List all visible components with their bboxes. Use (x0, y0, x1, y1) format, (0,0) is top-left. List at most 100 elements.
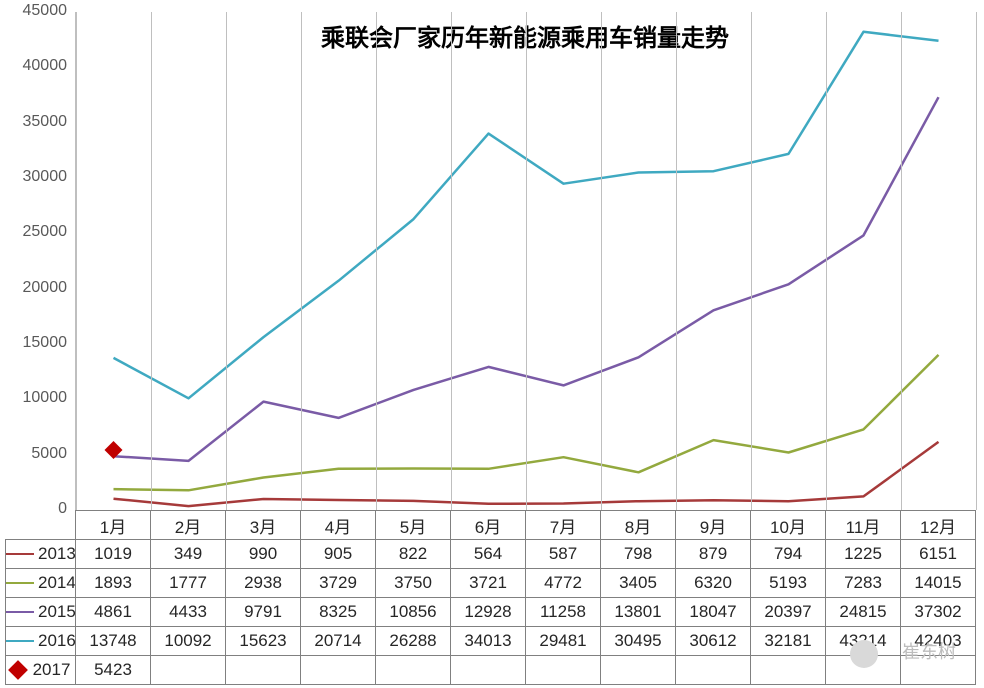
data-cell: 9791 (226, 598, 301, 627)
x-category-cell: 5月 (376, 511, 451, 540)
table-row: 2014189317772938372937503721477234056320… (6, 569, 976, 598)
y-tick-label: 5000 (0, 445, 67, 463)
data-cell: 15623 (226, 627, 301, 656)
data-cell: 794 (751, 540, 826, 569)
data-cell: 564 (451, 540, 526, 569)
data-cell: 1019 (76, 540, 151, 569)
data-cell: 879 (676, 540, 751, 569)
gridline-vertical (76, 12, 77, 510)
legend-line-icon (6, 611, 34, 613)
legend-diamond-icon (8, 660, 28, 680)
plot-area (75, 12, 976, 510)
data-cell: 10856 (376, 598, 451, 627)
data-cell: 4772 (526, 569, 601, 598)
data-cell: 3750 (376, 569, 451, 598)
data-cell: 30612 (676, 627, 751, 656)
data-cell: 26288 (376, 627, 451, 656)
data-cell: 12928 (451, 598, 526, 627)
legend-series-label: 2013 (38, 544, 76, 564)
chart-container: { "chart": { "type": "line", "title": "乘… (0, 0, 984, 688)
data-cell (226, 656, 301, 685)
y-tick-label: 40000 (0, 57, 67, 75)
x-category-cell: 7月 (526, 511, 601, 540)
data-cell (301, 656, 376, 685)
data-cell: 13801 (601, 598, 676, 627)
data-cell: 349 (151, 540, 226, 569)
data-cell: 798 (601, 540, 676, 569)
data-cell: 20714 (301, 627, 376, 656)
data-cell: 5193 (751, 569, 826, 598)
legend-cell-2017: 2017 (6, 656, 76, 685)
table-row: 2016137481009215623207142628834013294813… (6, 627, 976, 656)
data-cell: 1225 (826, 540, 901, 569)
table-header-row: 1月2月3月4月5月6月7月8月9月10月11月12月 (6, 511, 976, 540)
legend-series-label: 2016 (38, 631, 76, 651)
y-tick-label: 20000 (0, 279, 67, 297)
x-category-cell: 9月 (676, 511, 751, 540)
x-category-cell: 10月 (751, 511, 826, 540)
data-cell: 3721 (451, 569, 526, 598)
legend-series-label: 2017 (33, 660, 71, 680)
gridline-vertical (151, 12, 152, 510)
gridline-vertical (376, 12, 377, 510)
y-tick-label: 35000 (0, 113, 67, 131)
data-cell (451, 656, 526, 685)
data-cell: 6320 (676, 569, 751, 598)
data-cell: 10092 (151, 627, 226, 656)
gridline-vertical (751, 12, 752, 510)
table-row: 20175423 (6, 656, 976, 685)
data-cell: 1893 (76, 569, 151, 598)
y-tick-label: 30000 (0, 168, 67, 186)
legend-line-icon (6, 582, 34, 584)
legend-series-label: 2015 (38, 602, 76, 622)
data-cell: 4861 (76, 598, 151, 627)
table-row: 2015486144339791832510856129281125813801… (6, 598, 976, 627)
legend-line-icon (6, 640, 34, 642)
y-tick-label: 10000 (0, 389, 67, 407)
data-cell (751, 656, 826, 685)
watermark-avatar (850, 640, 878, 668)
watermark-text: 崔东树 (902, 638, 956, 664)
x-category-cell: 1月 (76, 511, 151, 540)
data-cell: 990 (226, 540, 301, 569)
x-category-cell: 6月 (451, 511, 526, 540)
data-cell: 3729 (301, 569, 376, 598)
y-tick-label: 15000 (0, 334, 67, 352)
data-cell: 11258 (526, 598, 601, 627)
data-cell: 32181 (751, 627, 826, 656)
legend-cell-2015: 2015 (6, 598, 76, 627)
data-cell (601, 656, 676, 685)
data-cell: 587 (526, 540, 601, 569)
gridline-vertical (526, 12, 527, 510)
y-tick-label: 45000 (0, 2, 67, 20)
data-cell: 30495 (601, 627, 676, 656)
x-category-cell: 4月 (301, 511, 376, 540)
x-category-cell: 12月 (901, 511, 976, 540)
data-cell: 5423 (76, 656, 151, 685)
data-cell (526, 656, 601, 685)
data-cell: 34013 (451, 627, 526, 656)
data-cell: 18047 (676, 598, 751, 627)
legend-series-label: 2014 (38, 573, 76, 593)
data-cell (676, 656, 751, 685)
gridline-vertical (976, 12, 977, 510)
data-cell: 8325 (301, 598, 376, 627)
data-cell: 24815 (826, 598, 901, 627)
data-cell: 29481 (526, 627, 601, 656)
data-cell: 7283 (826, 569, 901, 598)
data-cell: 14015 (901, 569, 976, 598)
data-cell: 6151 (901, 540, 976, 569)
gridline-vertical (601, 12, 602, 510)
data-cell: 4433 (151, 598, 226, 627)
x-category-cell: 2月 (151, 511, 226, 540)
legend-cell-2014: 2014 (6, 569, 76, 598)
x-category-cell: 8月 (601, 511, 676, 540)
table-row: 2013101934999090582256458779887979412256… (6, 540, 976, 569)
legend-cell-2016: 2016 (6, 627, 76, 656)
x-category-cell: 3月 (226, 511, 301, 540)
gridline-vertical (301, 12, 302, 510)
data-cell: 13748 (76, 627, 151, 656)
data-cell: 905 (301, 540, 376, 569)
data-table: 1月2月3月4月5月6月7月8月9月10月11月12月2013101934999… (5, 510, 976, 685)
data-cell: 1777 (151, 569, 226, 598)
